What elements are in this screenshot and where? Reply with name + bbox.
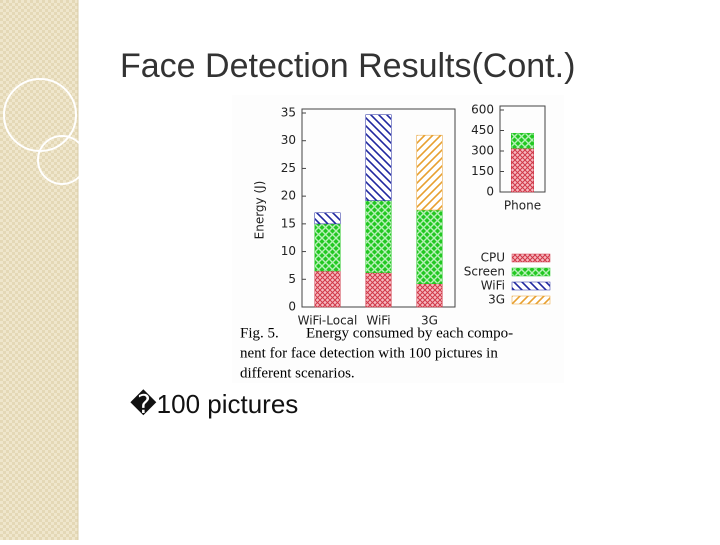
y-tick-label: 30	[281, 133, 296, 147]
caption-line: different scenarios.	[240, 365, 355, 381]
bar-segment	[416, 283, 443, 308]
caption-line: Energy consumed by each compo-	[306, 325, 513, 341]
y-tick-label: 10	[281, 244, 296, 258]
y-tick-label: 35	[281, 106, 296, 120]
legend-swatch	[511, 253, 551, 263]
bar-segment	[511, 148, 534, 193]
bar-segment	[365, 200, 392, 273]
bar-segment	[314, 212, 341, 225]
x-tick-label: WiFi	[366, 314, 390, 328]
legend-swatch	[511, 295, 551, 305]
bullet: �100 pictures	[130, 389, 298, 419]
decor-circle	[37, 135, 87, 185]
y-tick-label: 150	[471, 164, 494, 178]
x-tick-label: WiFi-Local	[298, 314, 358, 328]
y-tick-label: 600	[471, 103, 494, 117]
legend-label: WiFi	[481, 279, 505, 293]
y-tick-label: 450	[471, 123, 494, 137]
y-tick-label: 15	[281, 216, 296, 230]
legend-label: 3G	[488, 293, 505, 307]
y-tick-label: 20	[281, 189, 296, 203]
figure-area	[232, 95, 564, 383]
bar-segment	[416, 134, 443, 211]
y-tick-label: 0	[486, 185, 494, 199]
caption-label: Fig. 5.	[240, 325, 279, 341]
y-axis-label: Energy (J)	[253, 181, 267, 240]
legend-swatch	[511, 281, 551, 291]
legend-swatch	[511, 267, 551, 277]
legend-label: Screen	[464, 265, 505, 279]
y-tick-label: 5	[288, 272, 296, 286]
bar-segment	[416, 209, 443, 284]
slide-title: Face Detection Results(Cont.)	[120, 47, 575, 85]
y-tick-label: 0	[288, 300, 296, 314]
bar-segment	[314, 223, 341, 272]
legend-label: CPU	[481, 251, 505, 265]
bar-segment	[365, 114, 392, 201]
bar-segment	[511, 132, 534, 149]
side-stripe	[0, 0, 78, 540]
x-tick-label: Phone	[504, 199, 541, 213]
caption-line: nent for face detection with 100 picture…	[240, 345, 498, 361]
bar-segment	[314, 270, 341, 308]
bar-segment	[365, 272, 392, 308]
y-tick-label: 300	[471, 144, 494, 158]
y-tick-label: 25	[281, 161, 296, 175]
x-tick-label: 3G	[421, 314, 438, 328]
